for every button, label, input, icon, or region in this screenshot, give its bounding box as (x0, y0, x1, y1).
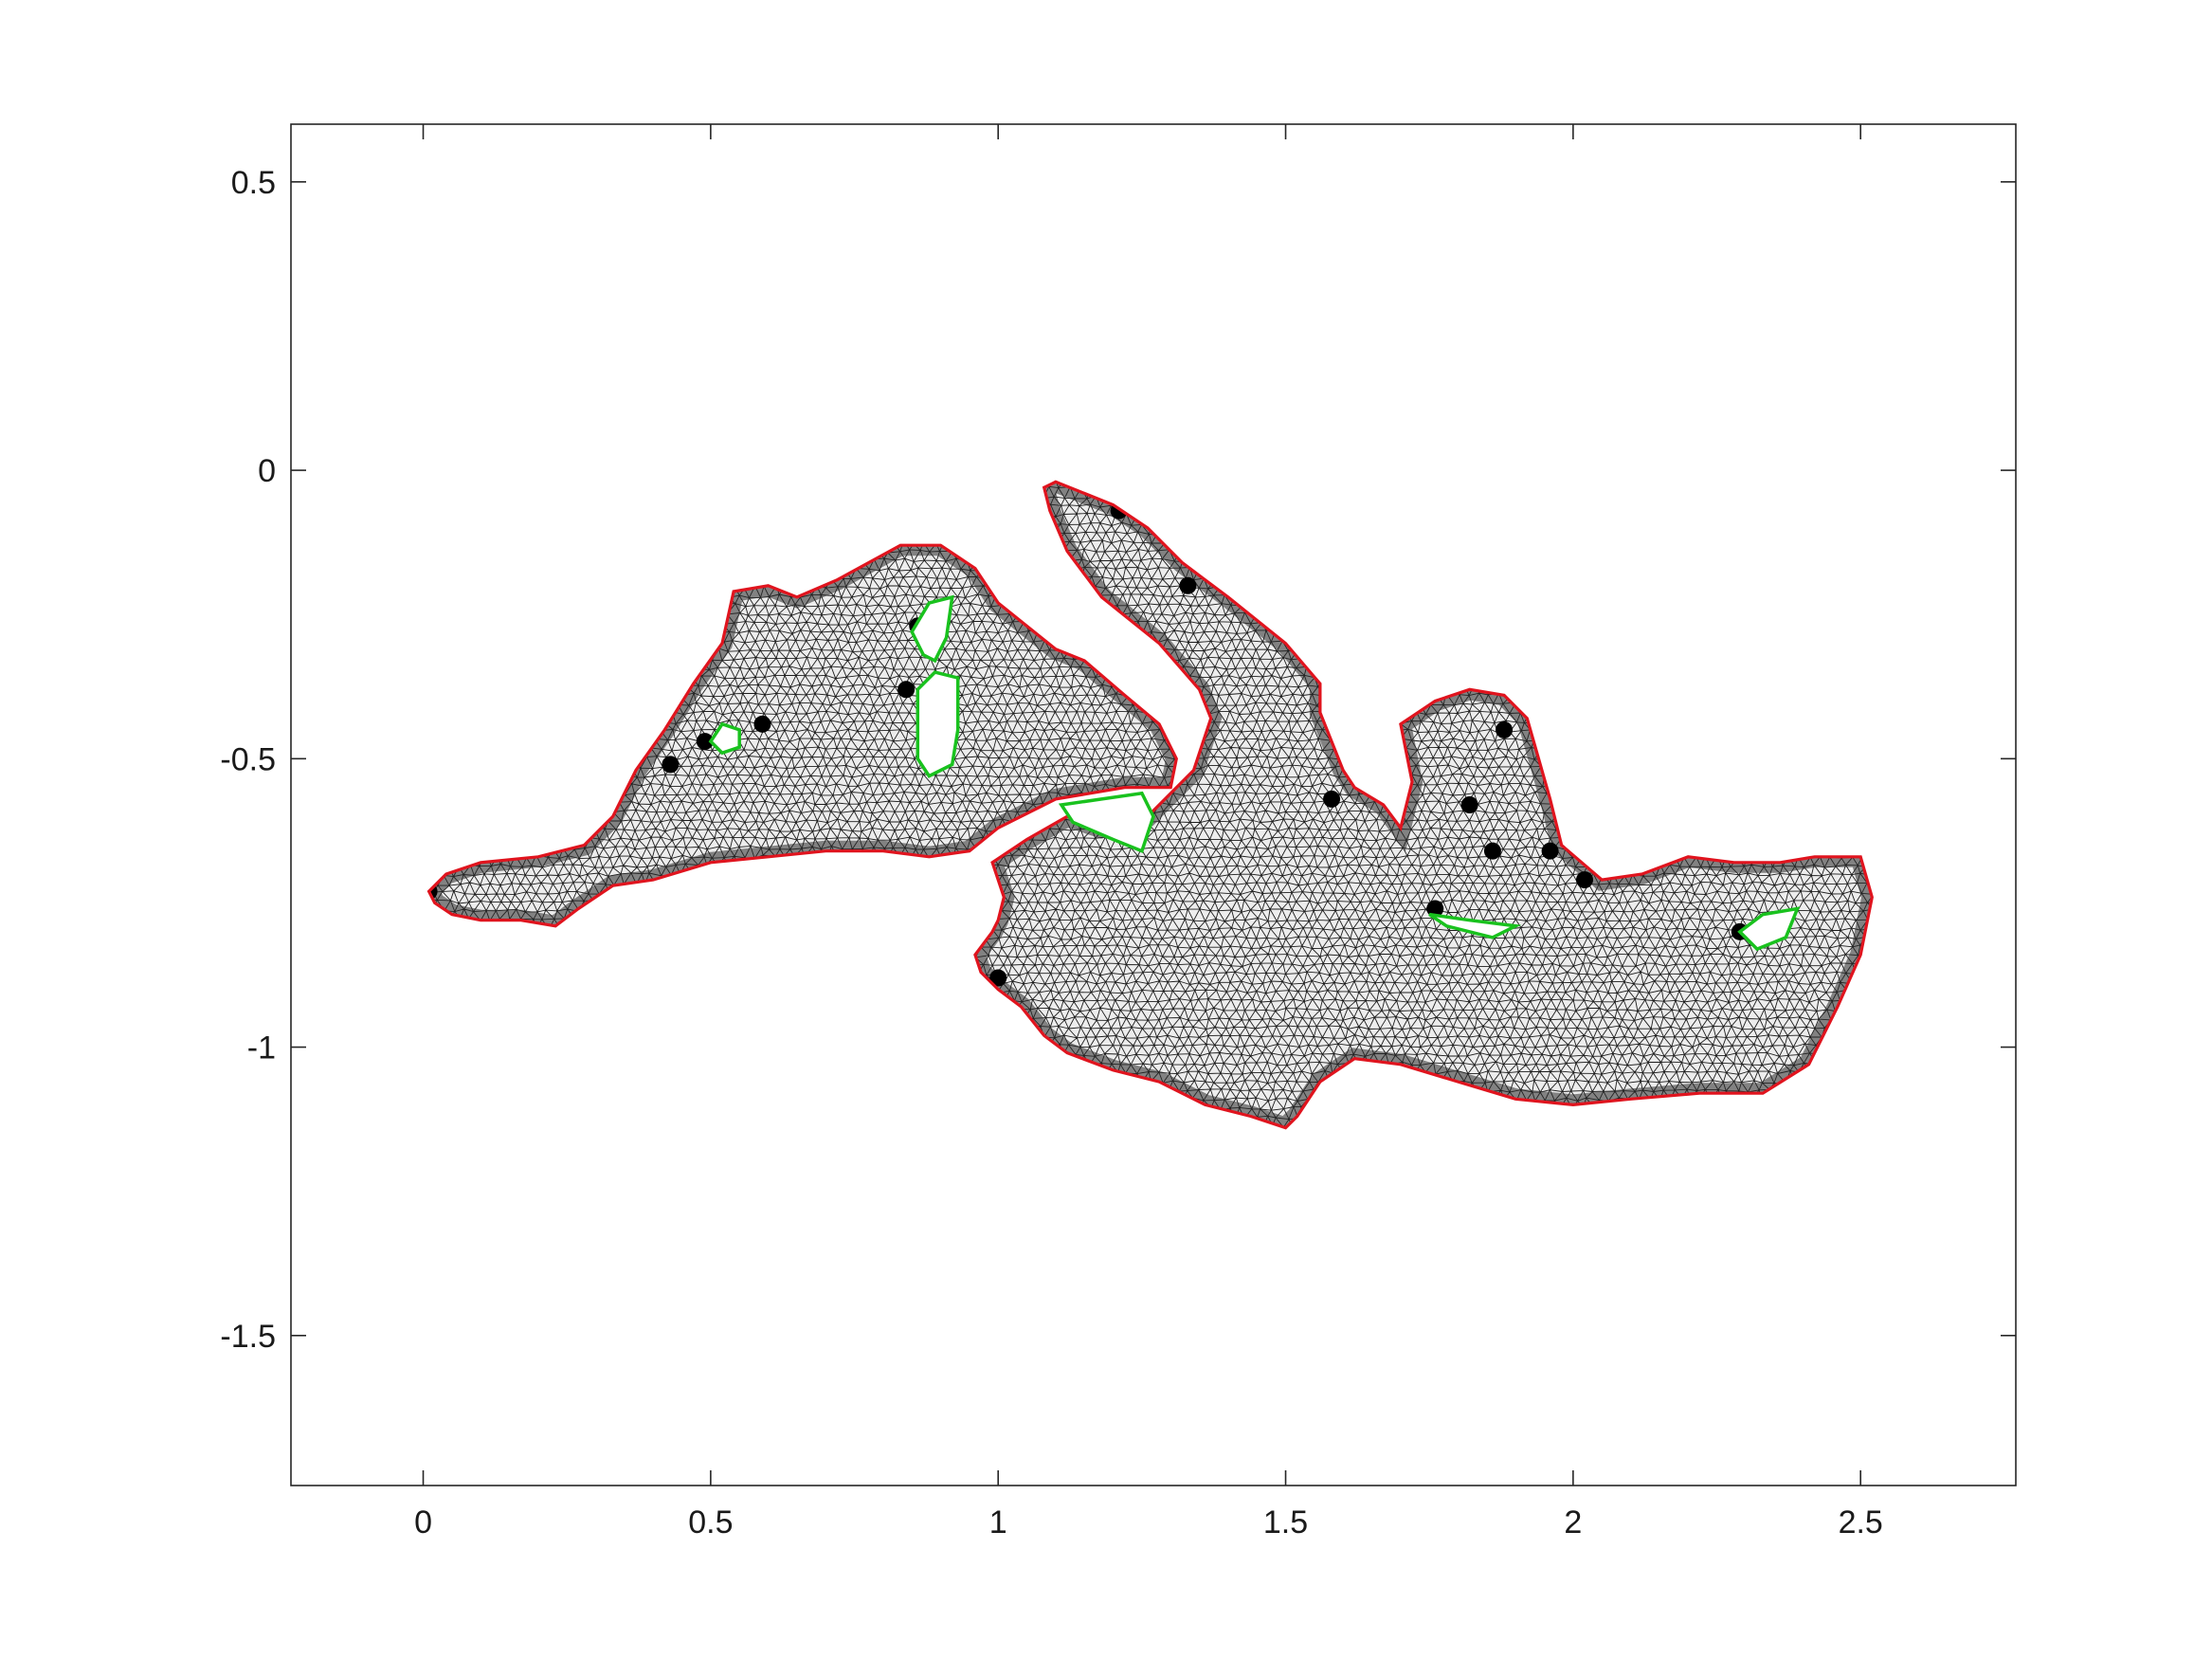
x-tick-label: 1.5 (1263, 1504, 1308, 1540)
axes-box (290, 123, 2017, 1486)
y-tick-label: -1.5 (220, 1319, 276, 1355)
island-2 (916, 670, 960, 778)
refinement-spot-5 (897, 681, 916, 699)
y-tick-label: -1 (247, 1030, 276, 1066)
x-tick-label: 2 (1564, 1504, 1582, 1540)
y-tick-label: 0.5 (231, 165, 276, 201)
x-tick-label: 1 (989, 1504, 1007, 1540)
refinement-spot-10 (989, 969, 1007, 987)
refinement-spot-1 (662, 756, 680, 774)
x-tick-label: 0 (414, 1504, 432, 1540)
island-0 (708, 721, 741, 756)
outer-boundary-east (973, 480, 1874, 1130)
x-axis: 0 0.5 1 1.5 2 2.5 (414, 124, 1883, 1540)
refinement-spot-15 (1576, 871, 1593, 889)
refinement-spot-8 (1323, 790, 1341, 808)
refinement-spot-13 (1496, 720, 1514, 738)
outer-boundary-west (426, 543, 1178, 928)
y-tick-label: -0.5 (220, 741, 276, 777)
island-5 (1737, 906, 1801, 952)
refinement-spot-7 (1179, 576, 1197, 594)
y-tick-label: 0 (258, 453, 276, 489)
refinement-spot-2 (696, 733, 714, 751)
island-1 (910, 594, 954, 664)
refinement-spot-12 (1483, 842, 1501, 860)
island-boundaries (708, 594, 1801, 952)
refinement-spot-14 (1426, 900, 1444, 918)
refinement-spot-3 (753, 715, 771, 733)
x-tick-label: 0.5 (688, 1504, 733, 1540)
x-tick-label: 2.5 (1839, 1504, 1883, 1540)
island-3 (1058, 791, 1155, 854)
refinement-spot-17 (1541, 842, 1559, 860)
y-axis: 0.5 0 -0.5 -1 -1.5 (220, 165, 2016, 1355)
refinement-spot-11 (1460, 796, 1478, 813)
island-4 (1428, 912, 1522, 939)
